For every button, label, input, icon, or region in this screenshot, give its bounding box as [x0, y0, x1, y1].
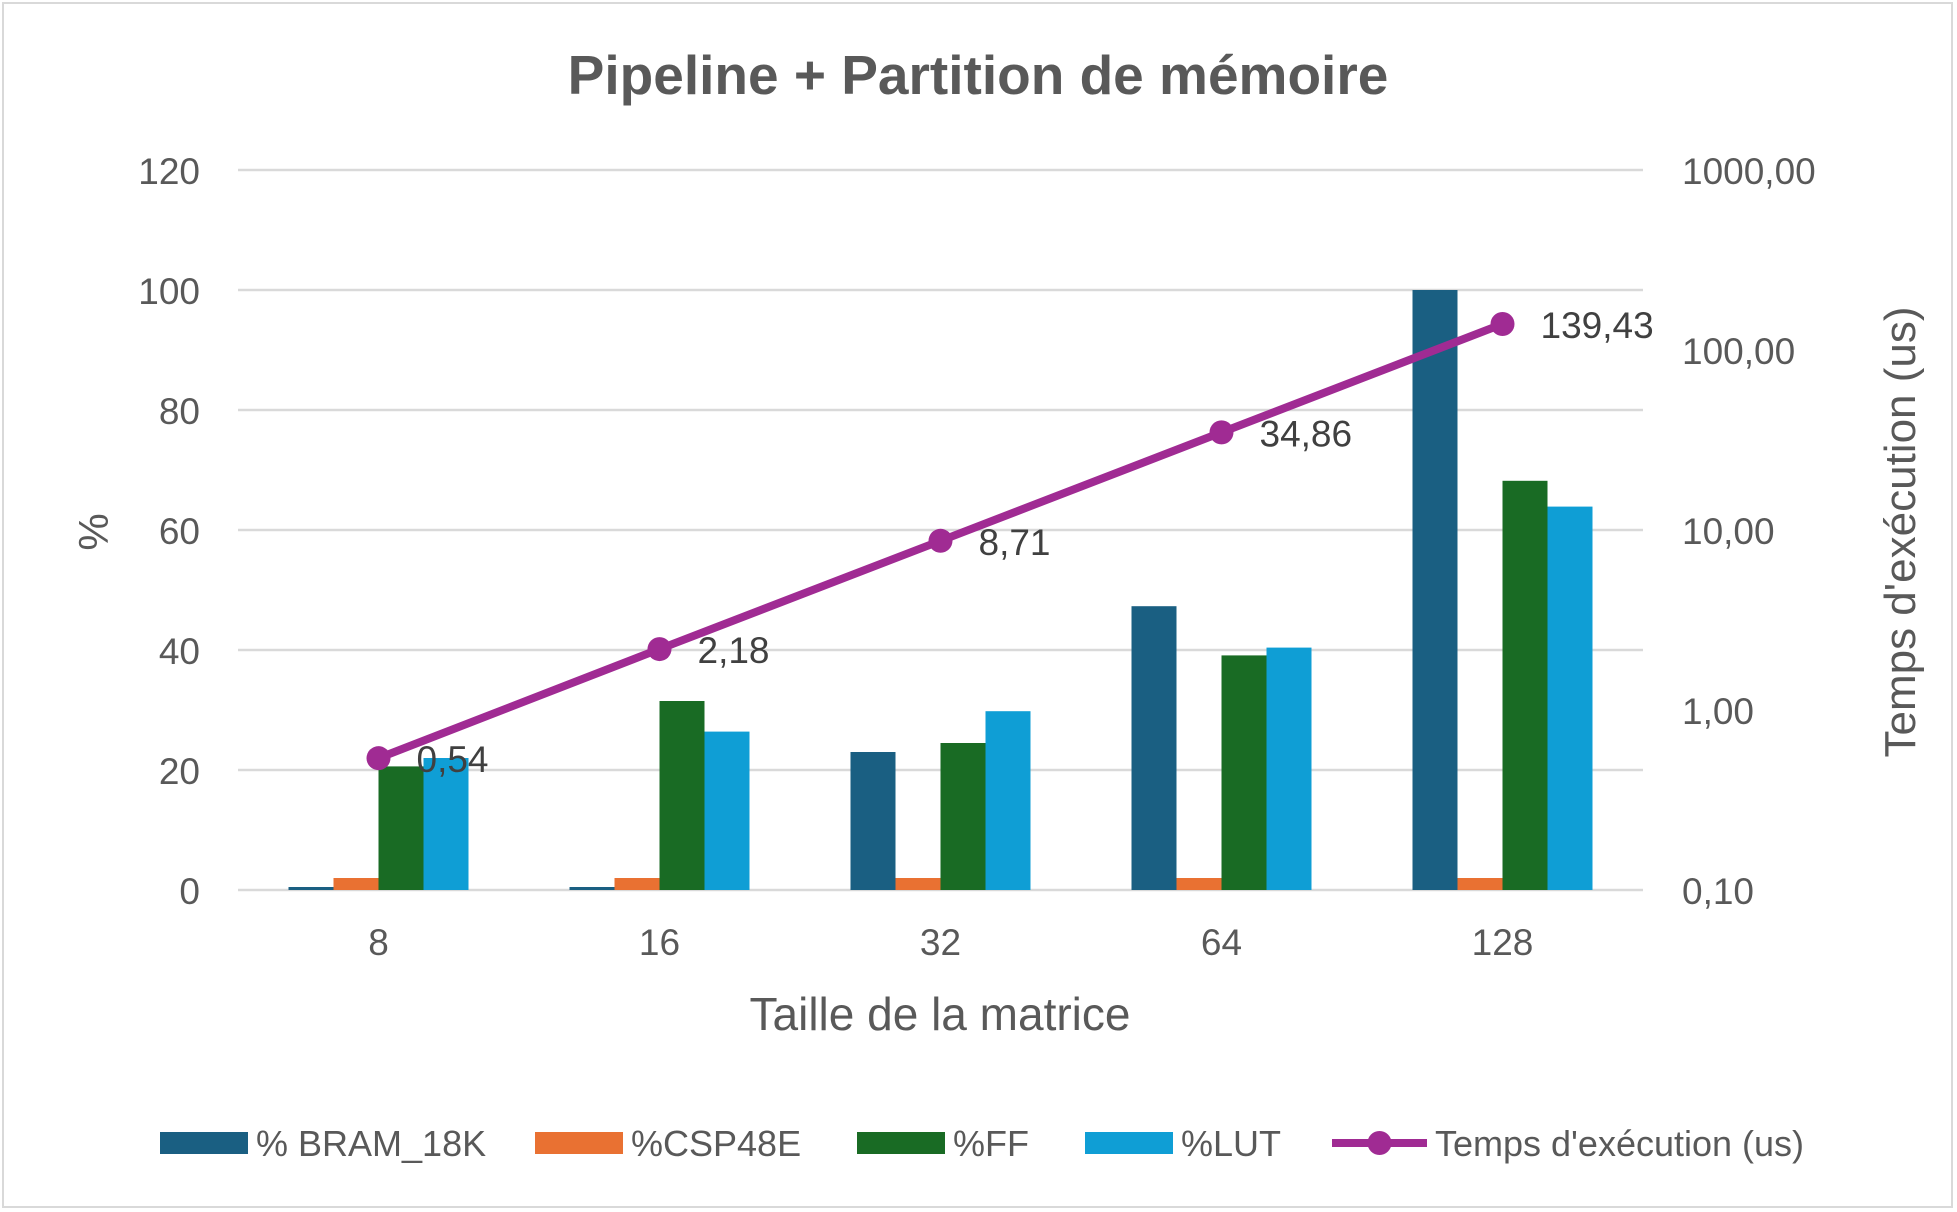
bar [1221, 655, 1267, 890]
bar [569, 887, 615, 890]
bar [985, 711, 1031, 890]
bars-group [288, 290, 1593, 890]
y-axis-title: % [70, 513, 117, 550]
x-tick-label: 128 [1472, 922, 1534, 963]
legend-label: %FF [953, 1123, 1029, 1164]
y2-axis-title: Temps d'exécution (us) [1876, 306, 1925, 757]
line-point [647, 637, 672, 662]
y2-tick-label: 100,00 [1682, 331, 1795, 372]
y-tick-label: 60 [159, 511, 200, 552]
data-label: 0,54 [417, 739, 489, 780]
bar [1457, 878, 1503, 890]
y-tick-label: 120 [138, 151, 200, 192]
y-tick-label: 100 [138, 271, 200, 312]
legend-label: %LUT [1181, 1123, 1281, 1164]
y2-tick-label: 1,00 [1682, 691, 1754, 732]
legend-swatch [857, 1132, 945, 1154]
x-axis-ticks: 8 16 32 64 128 [368, 922, 1533, 963]
bar [1502, 480, 1548, 890]
line-point [1209, 420, 1234, 445]
y-tick-label: 80 [159, 391, 200, 432]
chart-title: Pipeline + Partition de mémoire [568, 44, 1389, 106]
y2-tick-label: 10,00 [1682, 511, 1775, 552]
y-tick-label: 20 [159, 751, 200, 792]
x-axis-title: Taille de la matrice [750, 988, 1131, 1040]
line-point [1490, 312, 1515, 337]
x-tick-label: 64 [1201, 922, 1242, 963]
left-axis-ticks: 0 20 40 60 80 100 120 [138, 151, 200, 912]
line-point [366, 746, 391, 771]
legend-label: Temps d'exécution (us) [1435, 1123, 1804, 1164]
y-tick-label: 40 [159, 631, 200, 672]
legend-label: %CSP48E [631, 1123, 801, 1164]
line-point [928, 528, 953, 553]
bar [940, 743, 986, 890]
y-tick-label: 0 [179, 871, 200, 912]
legend-marker [1367, 1131, 1392, 1155]
bar [1131, 606, 1177, 890]
x-tick-label: 16 [639, 922, 680, 963]
bar [850, 752, 896, 890]
bar [1547, 506, 1593, 890]
x-tick-label: 8 [368, 922, 389, 963]
legend-swatch [1085, 1132, 1173, 1154]
legend-swatch [535, 1132, 623, 1154]
gridlines [238, 168, 1643, 892]
bar [333, 878, 379, 890]
bar [423, 758, 469, 890]
x-tick-label: 32 [920, 922, 961, 963]
bar [1412, 290, 1458, 890]
legend-label: % BRAM_18K [256, 1123, 486, 1164]
line-series-group: 0,54 2,18 8,71 34,86 139,43 [366, 305, 1654, 780]
legend-swatch [160, 1132, 248, 1154]
y2-tick-label: 1000,00 [1682, 151, 1816, 192]
y2-tick-label: 0,10 [1682, 871, 1754, 912]
legend: % BRAM_18K %CSP48E %FF %LUT Temps d'exécutio… [160, 1123, 1804, 1164]
bar [1266, 647, 1312, 890]
bar [288, 887, 334, 890]
bar [704, 731, 750, 890]
data-label: 8,71 [979, 522, 1051, 563]
data-label: 2,18 [698, 630, 770, 671]
data-label: 34,86 [1260, 413, 1353, 454]
bar [1176, 878, 1222, 890]
bar [378, 766, 424, 890]
bar [895, 878, 941, 890]
right-axis-ticks: 0,10 1,00 10,00 100,00 1000,00 [1682, 151, 1816, 912]
bar [659, 701, 705, 890]
data-label: 139,43 [1541, 305, 1654, 346]
bar [614, 878, 660, 890]
